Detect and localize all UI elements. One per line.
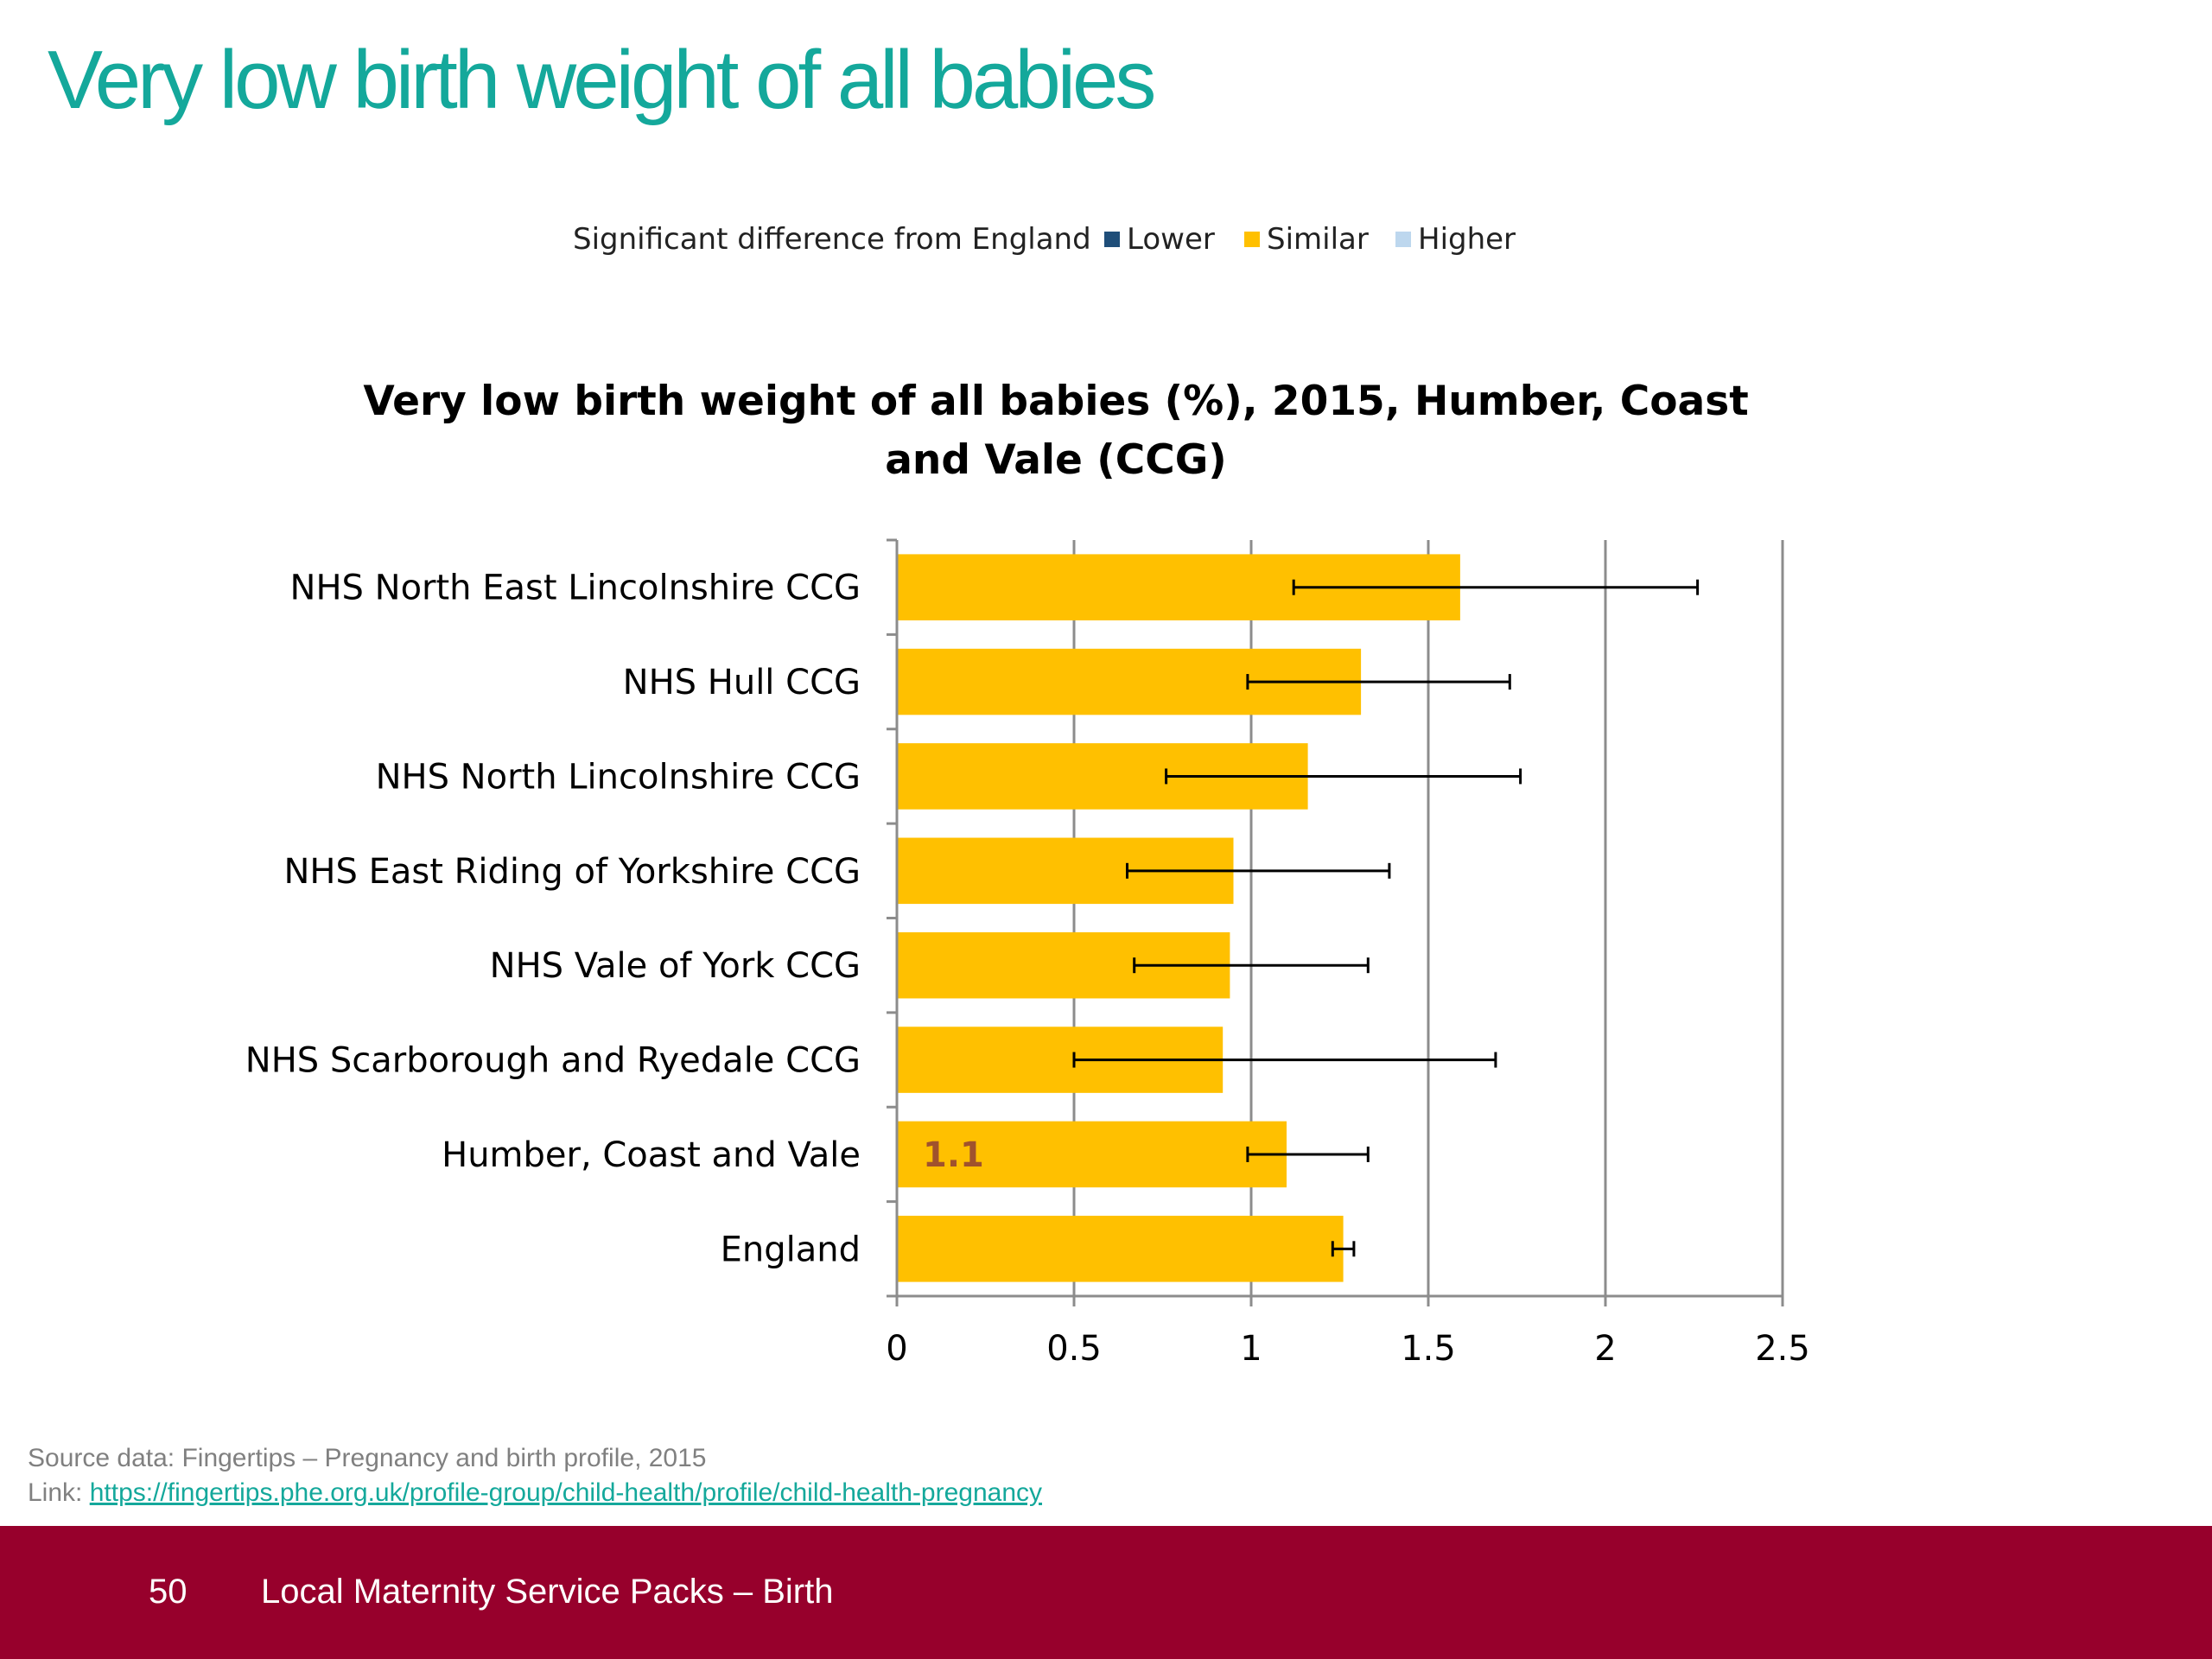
category-label-3: NHS East Riding of Yorkshire CCG [283, 852, 861, 892]
bar-7 [897, 1216, 1344, 1282]
legend: Significant difference from England Lower… [573, 222, 1516, 257]
error-bar-1 [1246, 674, 1511, 690]
chart-title-line-2: and Vale (CCG) [885, 436, 1227, 484]
source-link-line: Link: https://fingertips.phe.org.uk/prof… [28, 1476, 1042, 1510]
legend-item-similar: Similar [1244, 222, 1369, 257]
error-bar-3 [1126, 862, 1391, 879]
legend-label-higher: Higher [1418, 222, 1516, 257]
legend-swatch-lower [1104, 232, 1120, 247]
error-bar-0 [1292, 579, 1700, 595]
axes: 0 0.5 1 1.5 2 2.5 [886, 538, 1810, 1369]
category-label-0: NHS North East Lincolnshire CCG [290, 569, 861, 608]
error-bar-6 [1246, 1146, 1370, 1162]
data-label-6: 1.1 [923, 1135, 984, 1175]
category-label-4: NHS Vale of York CCG [490, 946, 861, 986]
x-tick-label-4: 2 [1594, 1329, 1616, 1369]
error-bar-5 [1072, 1052, 1497, 1068]
error-bar-4 [1133, 957, 1370, 974]
x-tick-label-3: 1.5 [1401, 1329, 1456, 1369]
page-number: 50 [149, 1573, 188, 1611]
category-label-7: England [721, 1230, 861, 1269]
legend-prefix: Significant difference from England [573, 222, 1091, 257]
legend-label-similar: Similar [1267, 222, 1369, 257]
slide-title: Very low birth weight of all babies [48, 34, 1156, 126]
legend-item-higher: Higher [1395, 222, 1516, 257]
x-tick-label-5: 2.5 [1755, 1329, 1810, 1369]
x-tick-label-1: 0.5 [1046, 1329, 1102, 1369]
chart: Significant difference from England Lower… [245, 222, 1810, 1369]
legend-swatch-similar [1244, 232, 1260, 247]
x-tick-label-0: 0 [886, 1329, 907, 1369]
footer-bar: 50 Local Maternity Service Packs – Birth [0, 1526, 2212, 1659]
footer-title: Local Maternity Service Packs – Birth [261, 1573, 834, 1611]
source-link[interactable]: https://fingertips.phe.org.uk/profile-gr… [89, 1478, 1043, 1507]
bar-6 [897, 1121, 1287, 1188]
source-block: Source data: Fingertips – Pregnancy and … [28, 1441, 1042, 1510]
error-bars [1072, 579, 1700, 1257]
category-label-2: NHS North Lincolnshire CCG [376, 757, 861, 797]
chart-title-line-1: Very low birth weight of all babies (%),… [363, 378, 1748, 425]
category-label-6: Humber, Coast and Vale [442, 1135, 861, 1175]
legend-item-lower: Lower [1104, 222, 1215, 257]
legend-label-lower: Lower [1127, 222, 1215, 257]
legend-swatch-higher [1395, 232, 1411, 247]
source-text: Source data: Fingertips – Pregnancy and … [28, 1444, 707, 1472]
x-tick-label-2: 1 [1240, 1329, 1262, 1369]
source-link-prefix: Link: [28, 1478, 90, 1507]
error-bar-7 [1331, 1241, 1356, 1257]
category-label-1: NHS Hull CCG [623, 663, 861, 702]
category-label-5: NHS Scarborough and Ryedale CCG [245, 1041, 861, 1081]
error-bar-2 [1165, 768, 1522, 785]
category-labels: NHS North East Lincolnshire CCG NHS Hull … [245, 569, 984, 1270]
